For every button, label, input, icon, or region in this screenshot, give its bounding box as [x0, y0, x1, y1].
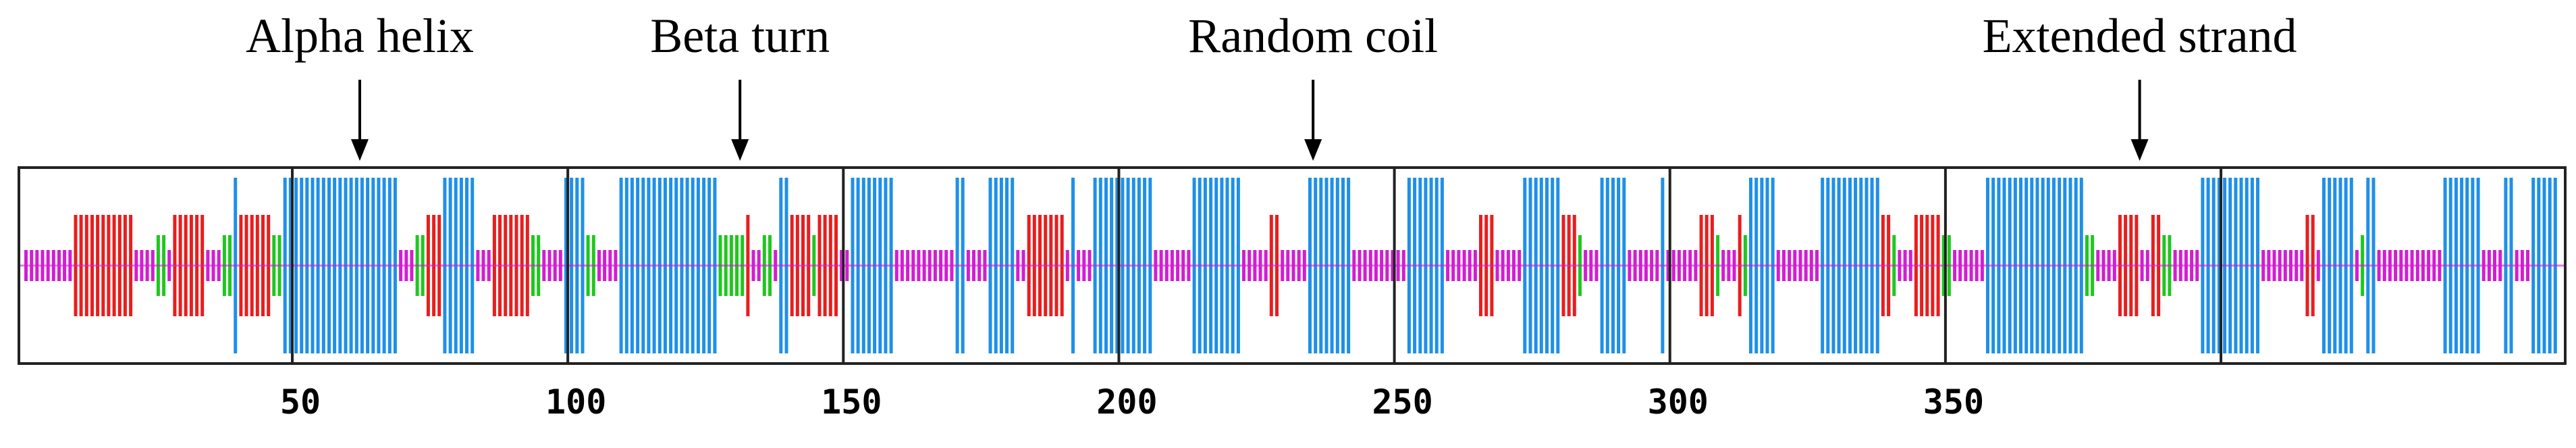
annotation-label: Extended strand: [1982, 9, 2297, 63]
annotation-label: Alpha helix: [245, 9, 474, 63]
annotation-arrow-head: [1304, 139, 1322, 161]
axis-tick-label: 250: [1372, 382, 1433, 422]
annotation-arrow-head: [731, 139, 749, 161]
annotation-label: Beta turn: [650, 9, 830, 63]
axis-tick-label: 350: [1923, 382, 1985, 422]
axis-tick-label: 200: [1096, 382, 1158, 422]
axis-tick-label: 150: [821, 382, 882, 422]
annotation-arrow-head: [2130, 139, 2149, 161]
annotation-arrow-head: [350, 139, 369, 161]
axis-tick-label: 300: [1647, 382, 1709, 422]
axis-tick-label: 100: [545, 382, 607, 422]
annotation-label: Random coil: [1188, 9, 1439, 63]
track-frame: [18, 166, 2567, 365]
axis-tick-label: 50: [279, 382, 321, 422]
